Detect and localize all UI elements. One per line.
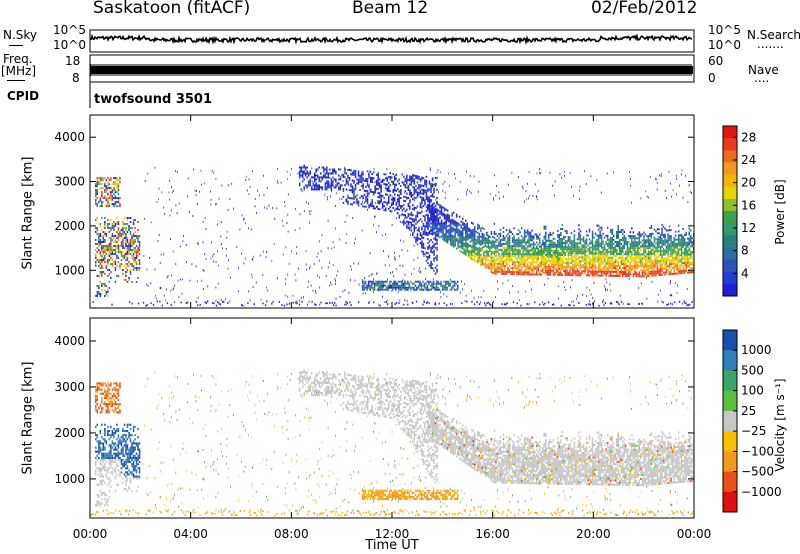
x-tick-label: 00:00 [677, 527, 712, 541]
freq-trace [90, 64, 693, 76]
nave-tick-top: 60 [708, 54, 724, 68]
velocity-cbar-cell [723, 390, 737, 412]
x-tick-label: 20:00 [576, 527, 611, 541]
nsearch-dots: ....... [757, 37, 784, 51]
power-cbar-cell [723, 271, 737, 285]
nave-dots: .... [754, 71, 770, 85]
velocity-cbar-cell [723, 330, 737, 351]
velocity-cbar-tick: 100 [741, 384, 764, 398]
y-tick-label: 2000 [54, 219, 85, 233]
date-title: 02/Feb/2012 [591, 0, 698, 18]
colorbars: 4 8 12 16 20 24 28 1000 500 100 25 −25 −100 −500 −1000 [722, 125, 782, 513]
power-cbar-cell [723, 259, 737, 273]
power-cbar-tick: 12 [741, 221, 756, 235]
y-tick-label: 4000 [54, 130, 85, 144]
power-cbar-tick: 4 [741, 266, 749, 280]
velocity-cbar-tick: −25 [741, 424, 766, 438]
x-tick-label: 16:00 [475, 527, 510, 541]
power-cbar-tick: 24 [741, 153, 756, 167]
velocity-cbar-label: Velocity [m s⁻¹] [773, 378, 787, 472]
sky-tick-bottom: 10^0 [53, 38, 86, 52]
station-title: Saskatoon (fitACF) [93, 0, 251, 18]
power-cbar-label: Power [dB] [773, 179, 787, 245]
nsky-legend-line [9, 45, 23, 46]
freq-label: Freq. [3, 52, 33, 66]
y-tick-label: 2000 [54, 426, 85, 440]
velocity-cbar-cell [723, 451, 737, 473]
cpid-program: twofsound 3501 [94, 92, 213, 107]
freq-unit-label: [MHz] [1, 64, 37, 78]
velocity-cbar-tick: 500 [741, 363, 764, 377]
y-tick-label: 1000 [54, 472, 85, 486]
power-cbar-cell [723, 211, 737, 224]
nave-label: Nave [748, 63, 779, 77]
velocity-cbar-tick: −1000 [741, 485, 782, 499]
sky-tick-top: 10^5 [53, 23, 86, 37]
velocity-cbar-cell [723, 491, 737, 513]
sky-noise-trace [90, 33, 693, 45]
power-cbar-tick: 20 [741, 176, 756, 190]
power-cbar-cell [723, 162, 737, 176]
y-tick-label: 3000 [54, 380, 85, 394]
power-cbar-cell [723, 186, 737, 200]
y-tick-label: 3000 [54, 175, 85, 189]
cpid-label: CPID [7, 89, 40, 103]
x-tick-label: 08:00 [274, 527, 309, 541]
time-xlabel: Time UT [365, 538, 419, 553]
y-tick-label: 4000 [54, 334, 85, 348]
beam-title: Beam 12 [352, 0, 429, 18]
power-cbar-tick: 16 [741, 198, 756, 212]
velocity-panel [90, 369, 695, 517]
power-panel [92, 164, 695, 307]
power-cbar-cell [723, 150, 737, 163]
velocity-cbar-cell [723, 431, 737, 452]
power-cbar-cell [723, 126, 737, 139]
freq-tick-top: 18 [65, 54, 81, 68]
x-tick-label: 12:00 [375, 527, 410, 541]
freq-tick-bottom: 8 [72, 71, 80, 85]
sky-strip-frame [89, 29, 695, 53]
search-tick-bottom: 10^0 [708, 38, 741, 52]
velocity-cbar-cell [723, 370, 737, 392]
power-cbar-cell [723, 283, 737, 297]
freq-legend-line [7, 80, 25, 81]
velocity-cbar-tick: 25 [741, 404, 756, 418]
power-cbar-cell [723, 138, 737, 151]
velocity-cbar-cell [723, 471, 737, 493]
x-tick-label: 00:00 [73, 527, 108, 541]
nave-tick-bottom: 0 [708, 71, 716, 85]
search-tick-top: 10^5 [708, 23, 741, 37]
power-cbar-tick: 8 [741, 244, 749, 258]
velocity-cbar-tick: −500 [741, 465, 774, 479]
freq-strip-frame [89, 54, 695, 83]
velocity-cbar-tick: −100 [741, 444, 774, 458]
power-cbar-cell [723, 174, 737, 188]
y-tick-label: 1000 [54, 263, 85, 277]
velocity-ylabel: Slant Range [km] [20, 361, 36, 475]
nsearch-label: N.Search [747, 28, 800, 42]
power-cbar-cell [723, 198, 737, 212]
power-ylabel: Slant Range [km] [20, 156, 36, 270]
power-cbar-cell [723, 247, 737, 261]
x-tick-label: 04:00 [173, 527, 208, 541]
power-cbar-cell [723, 235, 737, 248]
velocity-cbar-cell [723, 410, 737, 432]
nsky-label: N.Sky [3, 28, 38, 42]
velocity-cbar-cell [723, 350, 737, 371]
axes: 1000 1000 2000 2000 3000 3000 4000 4000 00:00 04:… [54, 115, 711, 541]
power-cbar-cell [723, 223, 737, 236]
velocity-cbar-tick: 1000 [741, 343, 772, 357]
power-cbar-tick: 28 [741, 130, 756, 144]
